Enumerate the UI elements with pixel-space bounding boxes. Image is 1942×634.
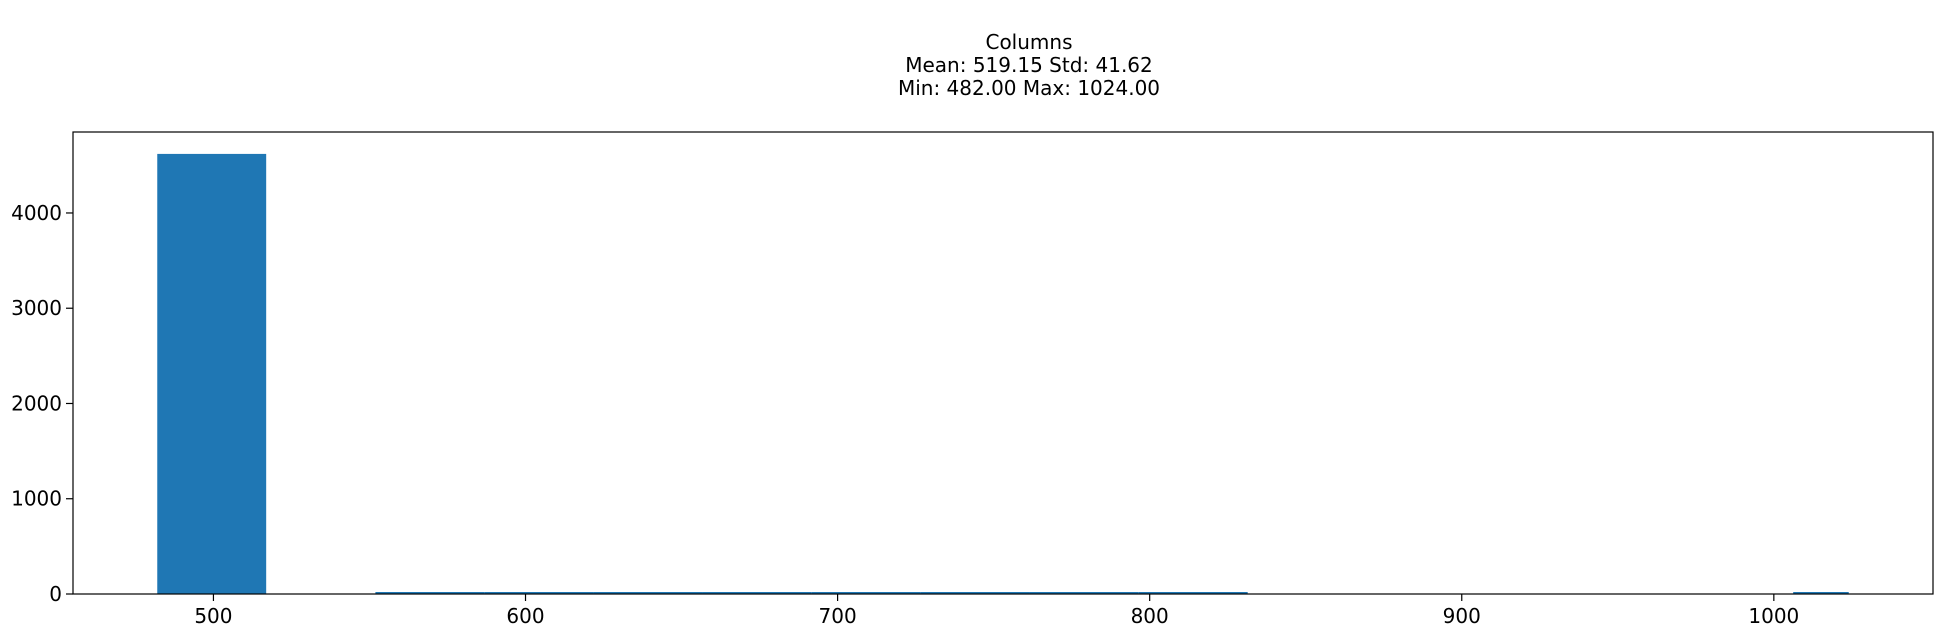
histogram-bar-7 — [920, 592, 1030, 594]
bars-layer — [157, 153, 1849, 594]
y-tick-label-1: 1000 — [11, 487, 62, 511]
x-tick-label-4: 900 — [1443, 604, 1481, 628]
x-axis: 500 600 700 800 900 1000 — [194, 594, 1799, 628]
x-tick-label-0: 500 — [194, 604, 232, 628]
x-tick-label-3: 800 — [1131, 604, 1169, 628]
y-tick-label-2: 2000 — [11, 391, 62, 415]
y-axis: 0 1000 2000 3000 4000 — [11, 201, 73, 606]
x-tick-label-2: 700 — [819, 604, 857, 628]
y-tick-label-0: 0 — [49, 582, 62, 606]
histogram-bar-6 — [811, 592, 921, 594]
plot-area-frame — [72, 131, 1934, 595]
y-tick-label-4: 4000 — [11, 201, 62, 225]
x-tick-label-5: 1000 — [1748, 604, 1799, 628]
chart-title: Columns — [985, 30, 1072, 54]
histogram-bar-15 — [1793, 592, 1849, 594]
chart-stats-min-max: Min: 482.00 Max: 1024.00 — [898, 76, 1160, 100]
x-tick-label-1: 600 — [506, 604, 544, 628]
chart-stats-mean-std: Mean: 519.15 Std: 41.62 — [905, 53, 1153, 77]
histogram-bar-0 — [157, 153, 267, 594]
histogram-bar-3 — [484, 592, 594, 594]
histogram-bar-5 — [702, 592, 812, 594]
histogram-bar-8 — [1029, 592, 1139, 594]
histogram-bar-4 — [593, 592, 703, 594]
histogram-bar-9 — [1138, 592, 1248, 594]
histogram-bar-2 — [375, 592, 485, 594]
y-tick-label-3: 3000 — [11, 296, 62, 320]
